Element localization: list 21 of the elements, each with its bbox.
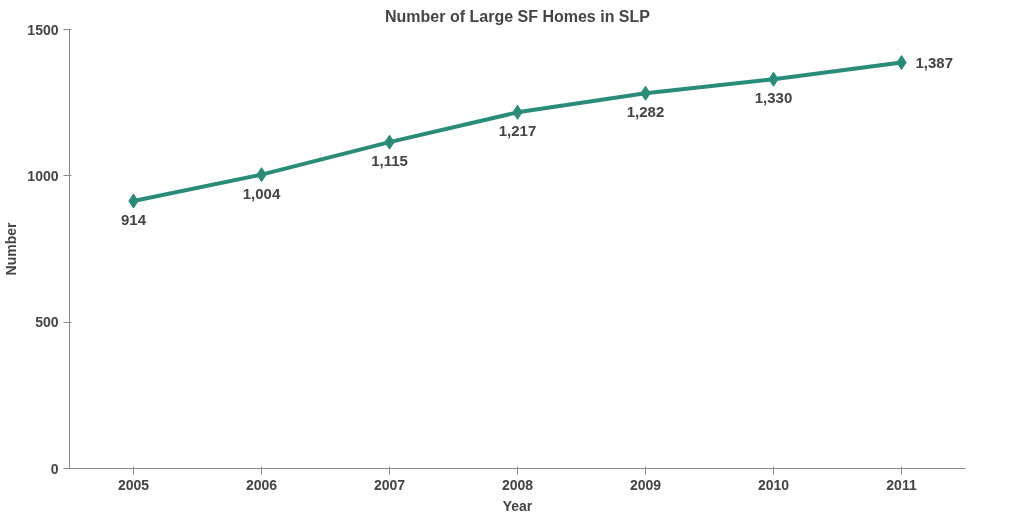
chart-title: Number of Large SF Homes in SLP <box>385 7 651 25</box>
x-tick-label: 2005 <box>117 476 150 493</box>
x-axis-title: Year <box>502 497 533 514</box>
y-tick-label: 500 <box>35 314 59 331</box>
data-label: 1,115 <box>371 152 408 170</box>
x-tick-label: 2011 <box>886 476 917 493</box>
y-tick-label: 1500 <box>27 21 59 38</box>
data-label: 1,004 <box>242 184 281 202</box>
y-tick-label: 0 <box>50 460 59 477</box>
y-tick-label: 1000 <box>27 167 59 184</box>
data-label: 1,217 <box>498 122 537 140</box>
x-tick-label: 2006 <box>245 476 278 493</box>
data-label: 1,387 <box>915 53 954 71</box>
y-axis-title: Number <box>3 222 20 276</box>
data-label: 1,330 <box>754 89 793 107</box>
x-tick-label: 2007 <box>373 476 406 493</box>
x-tick-label: 2008 <box>501 476 534 493</box>
x-tick-label: 2009 <box>629 476 662 493</box>
data-label: 1,282 <box>626 103 665 121</box>
x-tick-label: 2010 <box>757 476 790 493</box>
data-label: 914 <box>120 211 147 228</box>
